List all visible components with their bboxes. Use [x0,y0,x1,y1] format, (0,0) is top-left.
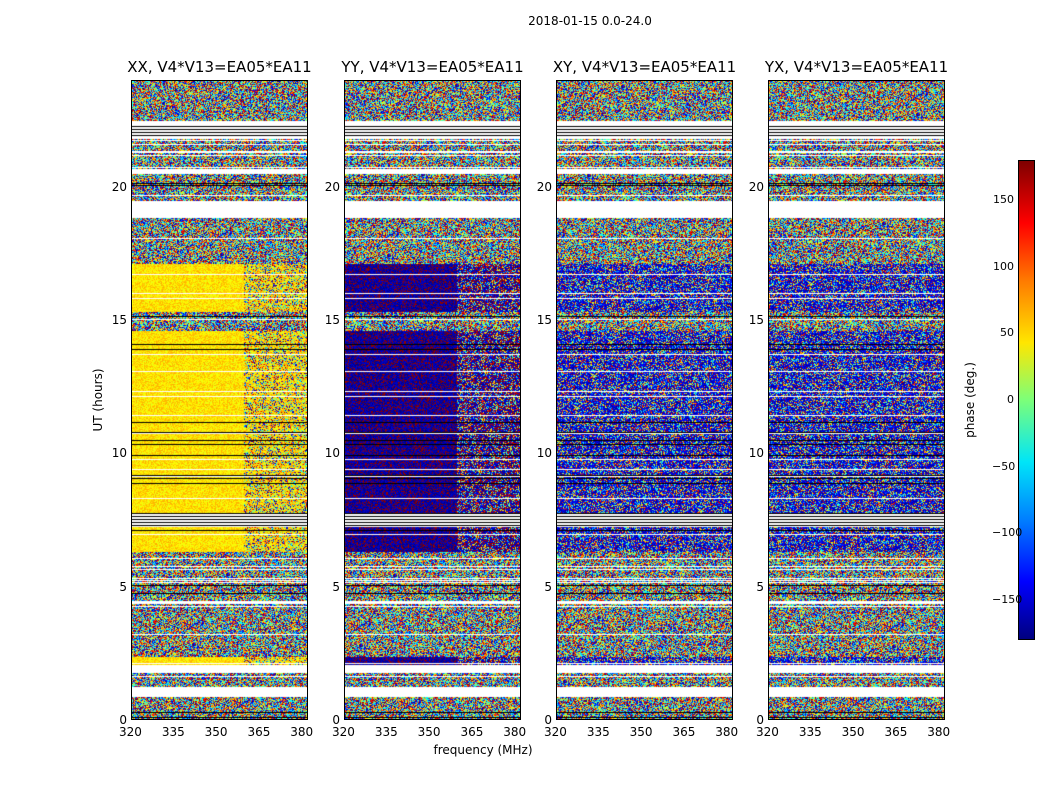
colorbar-label: phase (deg.) [963,362,977,438]
y-tick-label: 15 [324,313,340,327]
panel-title: YY, V4*V13=EA05*EA11 [341,58,524,76]
x-tick-label: 320 [119,725,142,739]
y-tick-label: 10 [536,446,552,461]
x-axis-label: frequency (MHz) [433,743,533,757]
y-tick-label: 5 [332,579,340,594]
x-tick-label: 350 [417,725,441,739]
colorbar-tick-label: 100 [993,259,1014,273]
y-tick-label: 15 [748,313,764,327]
x-tick-label: 335 [798,725,822,739]
x-tick-label: 380 [715,725,739,739]
y-tick-label: 10 [111,446,127,461]
x-tick-label: 350 [841,725,865,739]
y-tick-label: 0 [332,713,340,727]
y-tick-label: 0 [544,713,552,727]
panel-title: XY, V4*V13=EA05*EA11 [552,58,737,76]
colorbar-tick-label: 0 [1007,393,1014,406]
y-tick-label: 5 [544,579,552,594]
x-tick-label: 365 [247,725,271,739]
x-tick-label: 365 [884,725,908,739]
phase-heatmap [132,81,307,719]
y-tick-label: 0 [756,713,764,727]
x-tick-label: 380 [927,725,951,739]
y-tick-label: 15 [111,313,127,327]
x-tick-label: 365 [460,725,484,739]
y-tick-label: 20 [748,179,764,194]
y-tick-label: 15 [536,313,552,327]
x-tick-label: 380 [503,725,527,739]
heatmap-panel [768,80,945,720]
y-tick-label: 10 [748,446,764,461]
colorbar-tick-label: 150 [993,193,1014,206]
y-tick-label: 0 [119,713,127,727]
y-tick-label: 20 [324,179,340,194]
x-tick-label: 365 [672,725,696,739]
y-tick-label: 5 [119,579,127,594]
heatmap-panel [344,80,521,720]
colorbar-tick-label: −50 [992,459,1016,473]
x-tick-label: 320 [756,725,779,739]
phase-heatmap [345,81,520,719]
phase-heatmap [769,81,944,719]
x-tick-label: 335 [586,725,610,739]
colorbar-tick-label: 50 [1000,326,1014,340]
x-tick-label: 320 [332,725,355,739]
heatmap-panel [131,80,308,720]
x-tick-label: 320 [544,725,567,739]
x-tick-label: 335 [374,725,398,739]
y-tick-label: 10 [324,446,340,461]
figure-title: 2018-01-15 0.0-24.0 [528,14,652,28]
heatmap-panel [556,80,733,720]
colorbar [1018,160,1035,640]
y-axis-label: UT (hours) [91,368,105,432]
x-tick-label: 380 [290,725,314,739]
colorbar-tick-label: −100 [992,526,1023,540]
y-tick-label: 20 [536,179,552,194]
y-tick-label: 20 [111,179,127,194]
panel-title: YX, V4*V13=EA05*EA11 [764,58,949,76]
phase-heatmap [557,81,732,719]
colorbar-tick-label: −150 [992,593,1023,606]
x-tick-label: 350 [629,725,653,739]
y-tick-label: 5 [756,579,764,594]
x-tick-label: 350 [204,725,228,739]
panel-title: XX, V4*V13=EA05*EA11 [127,58,312,76]
x-tick-label: 335 [161,725,185,739]
